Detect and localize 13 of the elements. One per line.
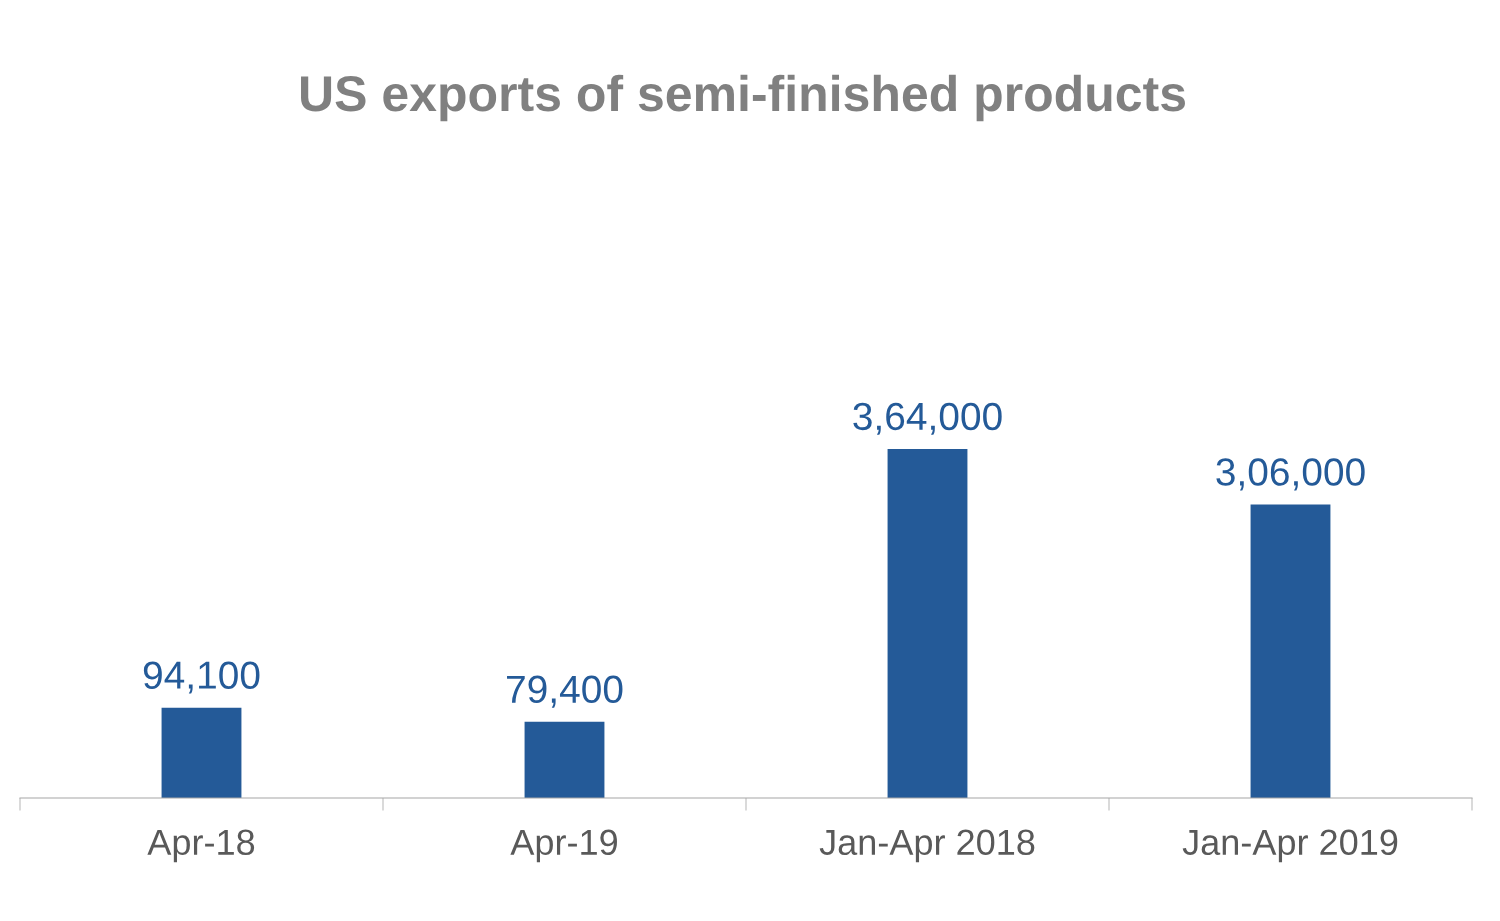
x-tick-label: Apr-18 xyxy=(147,829,255,863)
x-tick-label: Apr-19 xyxy=(510,829,617,863)
data-label: 94,100 xyxy=(143,661,260,694)
x-tick-label: Jan-Apr 2019 xyxy=(1182,829,1398,863)
data-label: 79,400 xyxy=(507,675,623,708)
bar xyxy=(161,707,242,798)
chart-title: US exports of semi-finished products xyxy=(301,74,1185,122)
x-tick-label: Jan-Apr 2018 xyxy=(819,829,1035,863)
data-label: 3,64,000 xyxy=(853,402,1002,435)
bar xyxy=(887,449,968,798)
bar xyxy=(524,721,605,798)
data-label: 3,06,000 xyxy=(1216,458,1365,491)
bar xyxy=(1250,504,1331,798)
